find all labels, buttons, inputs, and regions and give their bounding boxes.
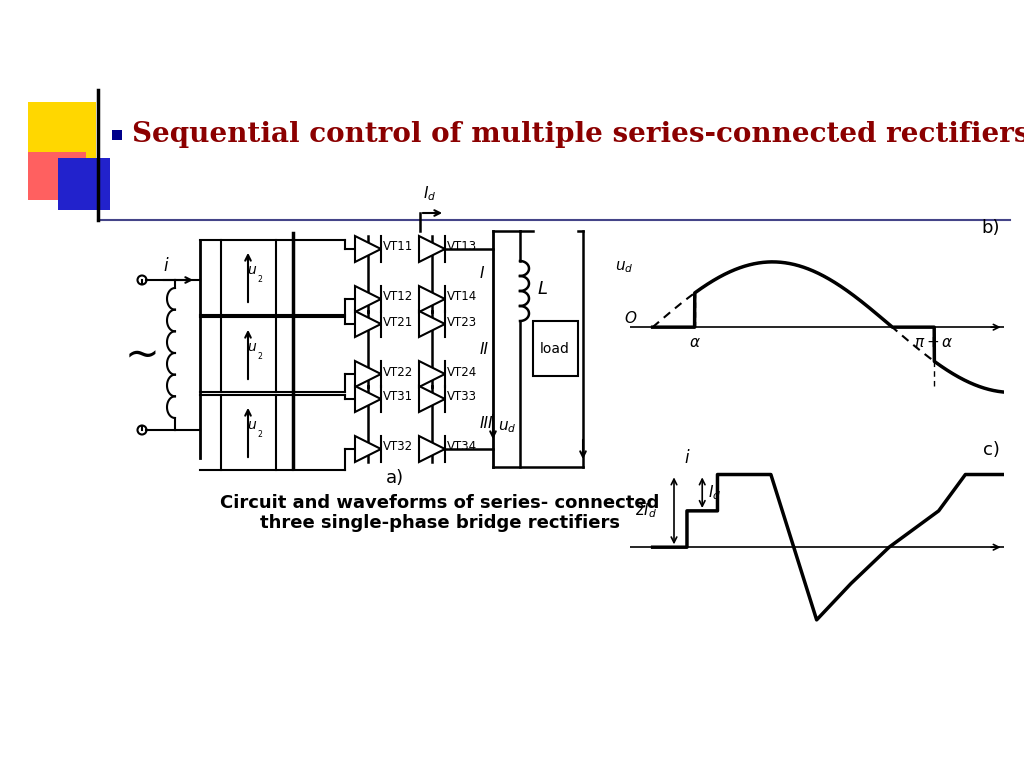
Text: c): c) (983, 441, 999, 458)
Polygon shape (355, 386, 381, 412)
Text: VT22: VT22 (383, 366, 414, 379)
Text: I: I (480, 266, 484, 282)
Text: $2I_d$: $2I_d$ (634, 502, 656, 520)
Text: $\alpha$: $\alpha$ (689, 335, 700, 350)
Text: VT11: VT11 (383, 240, 414, 253)
Polygon shape (355, 286, 381, 312)
Bar (221, 317, 276, 392)
Text: $u$: $u$ (247, 263, 257, 277)
Text: VT34: VT34 (447, 441, 477, 453)
Text: $\pi+\alpha$: $\pi+\alpha$ (914, 335, 954, 350)
Text: Sequential control of multiple series-connected rectifiers: Sequential control of multiple series-co… (132, 121, 1024, 148)
Polygon shape (355, 236, 381, 262)
Text: VT24: VT24 (447, 366, 477, 379)
Polygon shape (355, 361, 381, 387)
Text: II: II (480, 342, 489, 356)
Text: $I_d$: $I_d$ (423, 184, 436, 203)
Text: $_2$: $_2$ (257, 274, 263, 286)
Bar (28, 102, 96, 170)
Polygon shape (419, 311, 445, 337)
Text: $L$: $L$ (537, 280, 548, 298)
Text: a): a) (386, 469, 404, 487)
Text: III: III (480, 416, 494, 432)
Bar (534, 321, 578, 376)
Bar (221, 395, 276, 470)
Text: $u_d$: $u_d$ (498, 419, 516, 435)
Text: VT12: VT12 (383, 290, 414, 303)
Polygon shape (419, 286, 445, 312)
Bar (221, 240, 276, 315)
Polygon shape (419, 361, 445, 387)
Text: VT14: VT14 (447, 290, 477, 303)
Text: $u_d$: $u_d$ (615, 260, 634, 275)
Text: $_2$: $_2$ (257, 351, 263, 363)
Text: Circuit and waveforms of series- connected
three single-phase bridge rectifiers: Circuit and waveforms of series- connect… (220, 494, 659, 532)
Text: $_2$: $_2$ (257, 429, 263, 441)
Polygon shape (355, 436, 381, 462)
Text: VT21: VT21 (383, 316, 414, 329)
Text: $I_d$: $I_d$ (708, 483, 721, 502)
Text: load: load (540, 342, 570, 356)
Polygon shape (419, 236, 445, 262)
Text: VT33: VT33 (447, 390, 477, 403)
Bar (28, 152, 86, 200)
Polygon shape (419, 436, 445, 462)
Text: b): b) (981, 219, 999, 237)
Polygon shape (419, 386, 445, 412)
Text: ~: ~ (125, 334, 160, 376)
Text: VT32: VT32 (383, 441, 413, 453)
Text: $i$: $i$ (163, 257, 170, 275)
Text: $O$: $O$ (624, 310, 637, 326)
Text: VT31: VT31 (383, 390, 413, 403)
Text: $i$: $i$ (684, 449, 690, 467)
Text: $u$: $u$ (247, 340, 257, 354)
Text: VT13: VT13 (447, 240, 477, 253)
Text: $u$: $u$ (247, 418, 257, 432)
Text: VT23: VT23 (447, 316, 477, 329)
Polygon shape (355, 311, 381, 337)
Bar (112, 130, 122, 140)
Bar (58, 158, 110, 210)
